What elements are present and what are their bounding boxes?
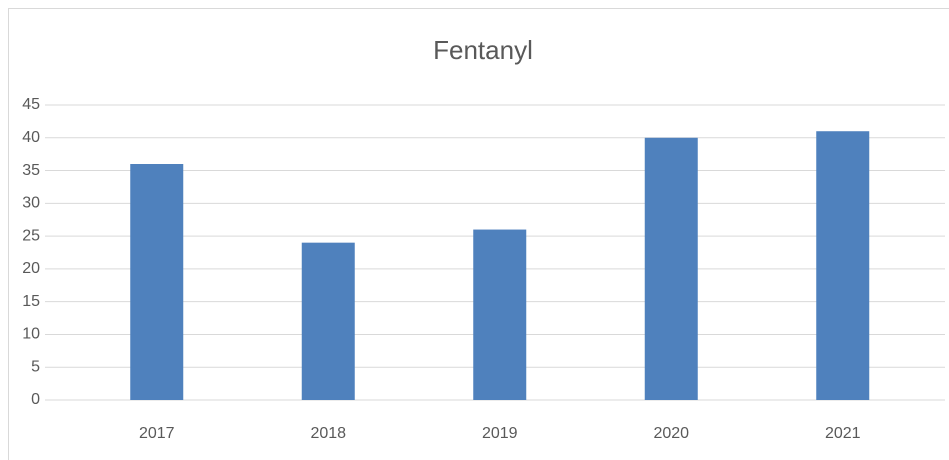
x-tick-label: 2019 (482, 425, 518, 442)
x-tick-label: 2020 (653, 425, 689, 442)
x-tick-label: 2018 (310, 425, 346, 442)
y-tick-label: 0 (31, 391, 40, 408)
x-tick-label: 2021 (825, 425, 861, 442)
y-tick-label: 30 (22, 195, 40, 212)
y-tick-label: 10 (22, 326, 40, 343)
bar (644, 137, 698, 400)
chart-title: Fentanyl (433, 35, 533, 65)
bar (130, 164, 184, 400)
bar (473, 229, 527, 400)
x-tick-label: 2017 (139, 425, 175, 442)
bar (301, 242, 355, 400)
y-tick-label: 15 (22, 293, 40, 310)
y-tick-label: 5 (31, 358, 40, 375)
bar (816, 131, 870, 400)
y-tick-label: 40 (22, 129, 40, 146)
y-tick-label: 35 (22, 162, 40, 179)
y-tick-label: 45 (22, 96, 40, 113)
y-tick-label: 25 (22, 227, 40, 244)
y-tick-label: 20 (22, 260, 40, 277)
